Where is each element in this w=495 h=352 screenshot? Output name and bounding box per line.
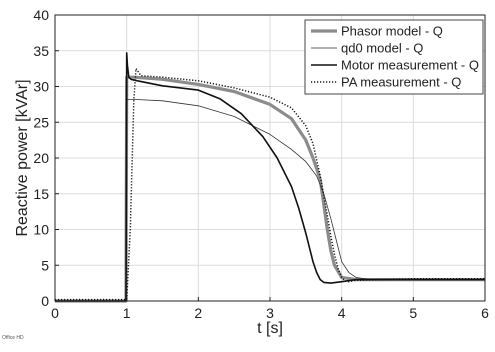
x-tick-label: 5 — [409, 305, 417, 321]
series-group — [55, 52, 485, 303]
ticks: 0 1 2 3 4 5 6 0 5 10 15 20 25 30 35 40 — [33, 7, 489, 321]
x-tick-label: 0 — [51, 305, 59, 321]
y-tick-label: 10 — [33, 222, 49, 238]
legend-label: PA measurement - Q — [341, 75, 461, 90]
y-tick-label: 30 — [33, 79, 49, 95]
legend-label: Motor measurement - Q — [341, 58, 479, 73]
y-tick-label: 15 — [33, 186, 49, 202]
x-tick-label: 6 — [481, 305, 489, 321]
legend-label: Phasor model - Q — [341, 24, 443, 39]
legend-label: qd0 model - Q — [341, 41, 423, 56]
y-axis-label: Reactive power [kVAr] — [14, 79, 31, 236]
series-line-3 — [55, 52, 485, 302]
y-tick-label: 20 — [33, 150, 49, 166]
x-tick-label: 2 — [194, 305, 202, 321]
x-axis-label: t [s] — [257, 320, 283, 337]
series-line-2 — [55, 99, 485, 302]
x-tick-label: 4 — [338, 305, 346, 321]
legend: Phasor model - Q qd0 model - Q Motor measu… — [304, 19, 484, 95]
x-tick-label: 1 — [123, 305, 131, 321]
y-tick-label: 40 — [33, 7, 49, 23]
y-tick-label: 5 — [41, 257, 49, 273]
series-line-4 — [55, 67, 485, 301]
x-tick-label: 3 — [266, 305, 274, 321]
watermark-text: Office HD — [2, 335, 24, 341]
y-tick-label: 25 — [33, 114, 49, 130]
y-tick-label: 35 — [33, 43, 49, 59]
y-tick-label: 0 — [41, 293, 49, 309]
